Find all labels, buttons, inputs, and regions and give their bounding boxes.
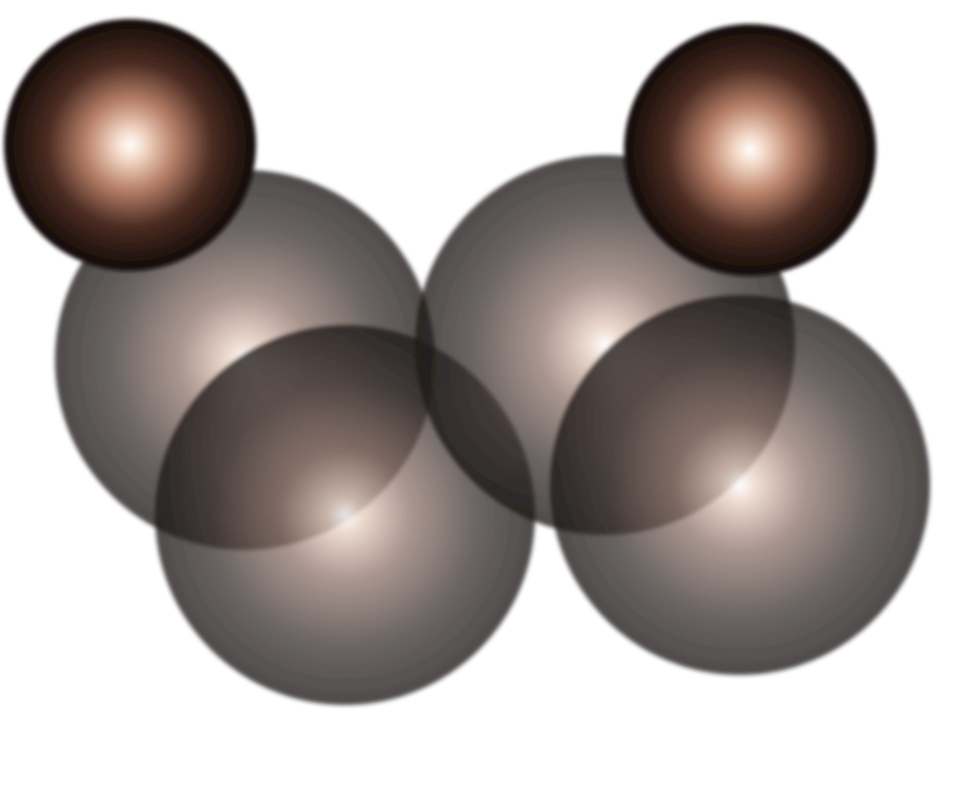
orb-translucent-lower-right: [550, 295, 930, 675]
opaque-orbs: [4, 19, 876, 276]
orb-opaque-left: [4, 19, 256, 271]
orb-opaque-right: [624, 24, 876, 276]
